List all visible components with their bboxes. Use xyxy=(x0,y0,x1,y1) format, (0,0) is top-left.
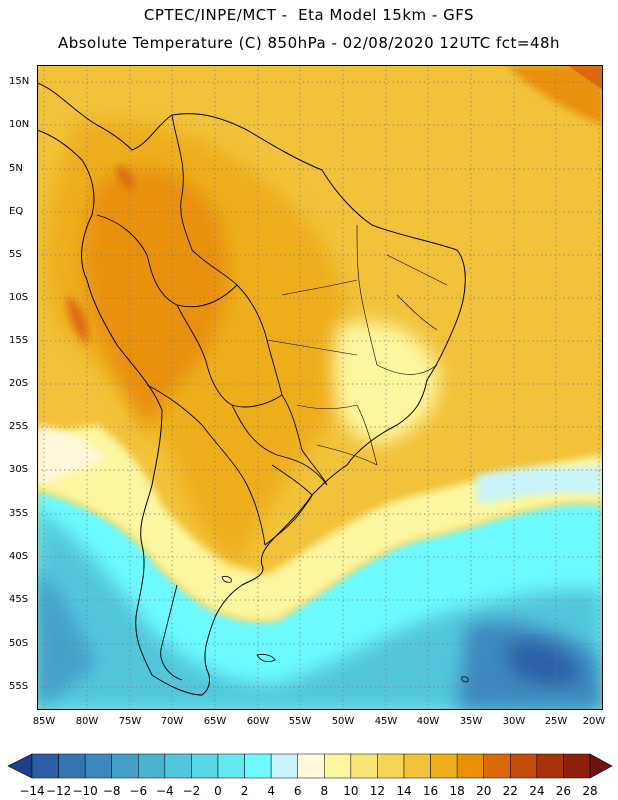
colorbar-label: 24 xyxy=(529,784,545,798)
colorbar-swatch xyxy=(58,753,86,779)
colorbar-swatch xyxy=(536,753,564,779)
colorbar-label: 4 xyxy=(267,784,275,798)
colorbar-label: 2 xyxy=(240,784,249,798)
colorbar-swatch xyxy=(324,753,352,779)
colorbar-swatch xyxy=(510,753,538,779)
colorbar-label: −6 xyxy=(129,784,148,798)
lon-label-20w: 20W xyxy=(582,716,606,727)
colorbar-label: 14 xyxy=(396,784,412,798)
colorbar-label: −14 xyxy=(19,784,45,798)
colorbar-arrow-min xyxy=(7,753,33,779)
colorbar-label: −8 xyxy=(102,784,121,798)
colorbar-label: 8 xyxy=(320,784,329,798)
lon-label-25w: 25W xyxy=(544,716,568,727)
lon-label-80w: 80W xyxy=(75,716,99,727)
map-subtitle: Absolute Temperature (C) 850hPa - 02/08/… xyxy=(57,34,561,52)
colorbar-swatch xyxy=(164,753,192,779)
lat-label-25s: 25S xyxy=(9,421,29,432)
colorbar-arrow-max xyxy=(589,753,613,779)
lon-label-30w: 30W xyxy=(502,716,526,727)
colorbar-swatch xyxy=(297,753,325,779)
lat-label-55s: 55S xyxy=(9,681,29,692)
colorbar-swatch xyxy=(456,753,484,779)
temperature-colorbar xyxy=(7,753,613,779)
lat-label-30s: 30S xyxy=(9,464,29,475)
colorbar-swatch xyxy=(31,753,59,779)
country-borders xyxy=(96,114,328,681)
colorbar-label: 20 xyxy=(476,784,492,798)
lon-label-40w: 40W xyxy=(416,716,440,727)
colorbar-swatch xyxy=(138,753,166,779)
colorbar-swatch xyxy=(111,753,139,779)
map-title: CPTEC/INPE/MCT - Eta Model 15km - GFS xyxy=(143,6,475,24)
colorbar-label: −10 xyxy=(72,784,98,798)
colorbar-swatch xyxy=(84,753,112,779)
lat-label-15n: 15N xyxy=(9,76,30,87)
lat-label-10s: 10S xyxy=(9,292,29,303)
colorbar-label: 22 xyxy=(502,784,518,798)
lon-label-60w: 60W xyxy=(246,716,270,727)
colorbar-label: 0 xyxy=(214,784,222,798)
colorbar-label: 18 xyxy=(449,784,465,798)
colorbar-swatch xyxy=(217,753,245,779)
colorbar-swatch xyxy=(244,753,272,779)
lat-label-5n: 5N xyxy=(9,163,23,174)
colorbar-swatch xyxy=(191,753,219,779)
temperature-field xyxy=(37,65,603,710)
lon-label-65w: 65W xyxy=(203,716,227,727)
lon-label-50w: 50W xyxy=(331,716,355,727)
colorbar-label: −2 xyxy=(182,784,201,798)
colorbar-label: 12 xyxy=(369,784,386,798)
coastline xyxy=(37,82,466,696)
colorbar-swatch xyxy=(403,753,431,779)
lat-label-40s: 40S xyxy=(9,551,29,562)
colorbar-label: 26 xyxy=(555,784,572,798)
lat-label-15s: 15S xyxy=(9,335,29,346)
lat-label-45s: 45S xyxy=(9,594,29,605)
colorbar-label: −4 xyxy=(155,784,174,798)
colorbar-label: 6 xyxy=(293,784,302,798)
lat-label-50s: 50S xyxy=(9,638,29,649)
lon-label-55w: 55W xyxy=(288,716,312,727)
colorbar-label: 16 xyxy=(422,784,439,798)
colorbar-swatch xyxy=(377,753,405,779)
temperature-map xyxy=(37,65,603,710)
lon-label-35w: 35W xyxy=(459,716,483,727)
lat-label-eq: EQ xyxy=(9,206,24,217)
colorbar-swatch xyxy=(483,753,511,779)
lat-label-10n: 10N xyxy=(9,119,30,130)
lon-label-70w: 70W xyxy=(160,716,184,727)
lon-label-85w: 85W xyxy=(32,716,56,727)
lon-label-45w: 45W xyxy=(374,716,398,727)
islands xyxy=(221,575,469,683)
lat-label-20s: 20S xyxy=(9,378,29,389)
lon-label-75w: 75W xyxy=(118,716,142,727)
lat-label-5s: 5S xyxy=(9,249,22,260)
colorbar-label: 10 xyxy=(343,784,359,798)
colorbar-swatch xyxy=(430,753,458,779)
colorbar-swatch xyxy=(350,753,378,779)
state-borders xyxy=(266,224,448,466)
lat-label-35s: 35S xyxy=(9,508,29,519)
colorbar-label: −12 xyxy=(45,784,72,798)
colorbar-swatch xyxy=(563,753,591,779)
colorbar-swatch xyxy=(270,753,298,779)
colorbar-label: 28 xyxy=(582,784,598,798)
